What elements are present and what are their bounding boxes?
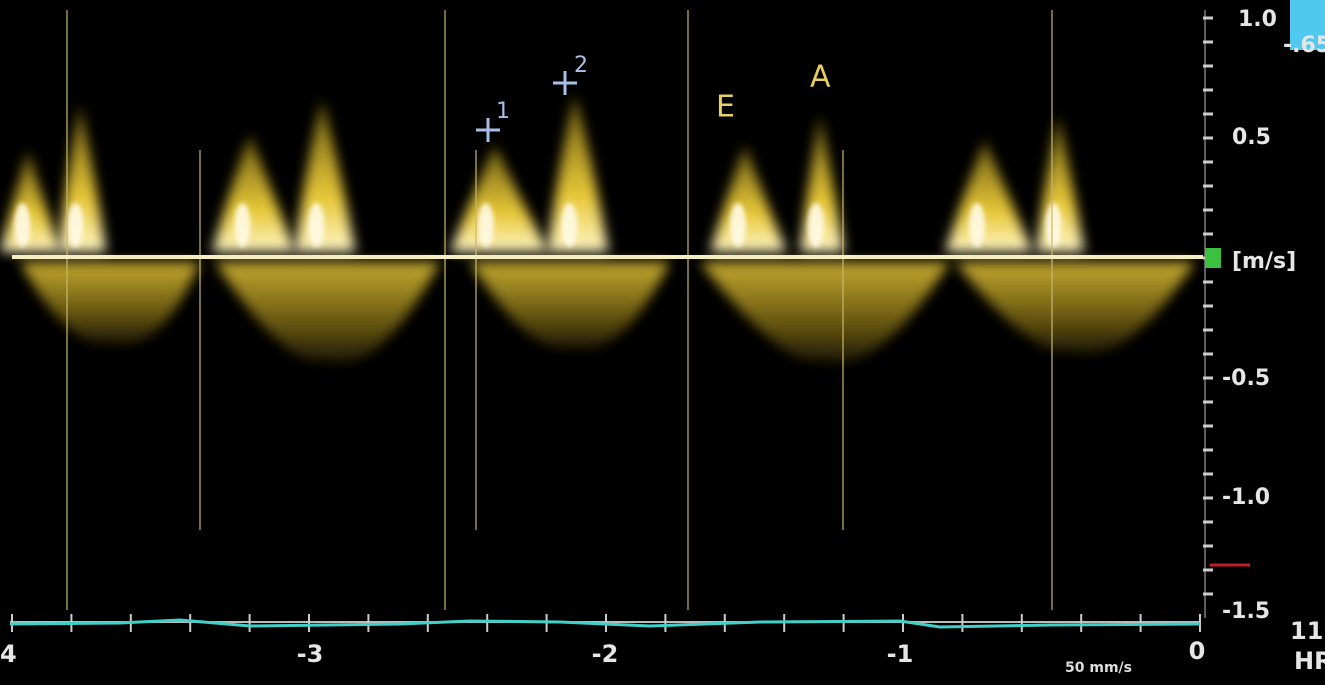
flow-core xyxy=(478,203,494,247)
heart-rate-unit: HR xyxy=(1294,647,1325,675)
wave-label: E xyxy=(716,90,735,125)
time-label: -2 xyxy=(592,640,619,668)
flow-core xyxy=(234,203,250,247)
scale-label: -1.0 xyxy=(1222,485,1270,510)
time-label: 4 xyxy=(0,640,17,668)
time-label: -1 xyxy=(887,640,914,668)
background xyxy=(0,0,1325,685)
doppler-screen: 1.0 -.65 0.5 [m/s] -0.5 -1.0 -1.5 4 -3 -… xyxy=(0,0,1325,685)
cursor-label: 2 xyxy=(574,53,588,78)
unit-label: [m/s] xyxy=(1232,249,1296,274)
flow-core xyxy=(730,203,746,247)
flow-core xyxy=(68,203,84,247)
time-label: 0 xyxy=(1189,637,1206,665)
baseline-marker xyxy=(1205,248,1221,268)
color-map-label: -.65 xyxy=(1283,33,1325,58)
scale-label: -1.5 xyxy=(1222,599,1270,624)
scale-label: -0.5 xyxy=(1222,366,1270,391)
wave-label: A xyxy=(810,60,831,95)
heart-rate: 117 xyxy=(1290,617,1325,645)
flow-core xyxy=(1046,203,1062,247)
flow-core xyxy=(308,203,324,247)
cursor-label: 1 xyxy=(496,99,510,124)
time-label: -3 xyxy=(297,640,324,668)
flow-core xyxy=(808,203,824,247)
flow-core xyxy=(561,203,577,247)
flow-core xyxy=(14,203,30,247)
scale-label: 0.5 xyxy=(1232,125,1271,150)
flow-core xyxy=(969,203,985,247)
page: {"velocity_scale": {"labels": ["1.0", "0… xyxy=(0,0,1325,685)
sweep-speed: 50 mm/s xyxy=(1065,660,1132,676)
scale-label: 1.0 xyxy=(1238,7,1277,32)
